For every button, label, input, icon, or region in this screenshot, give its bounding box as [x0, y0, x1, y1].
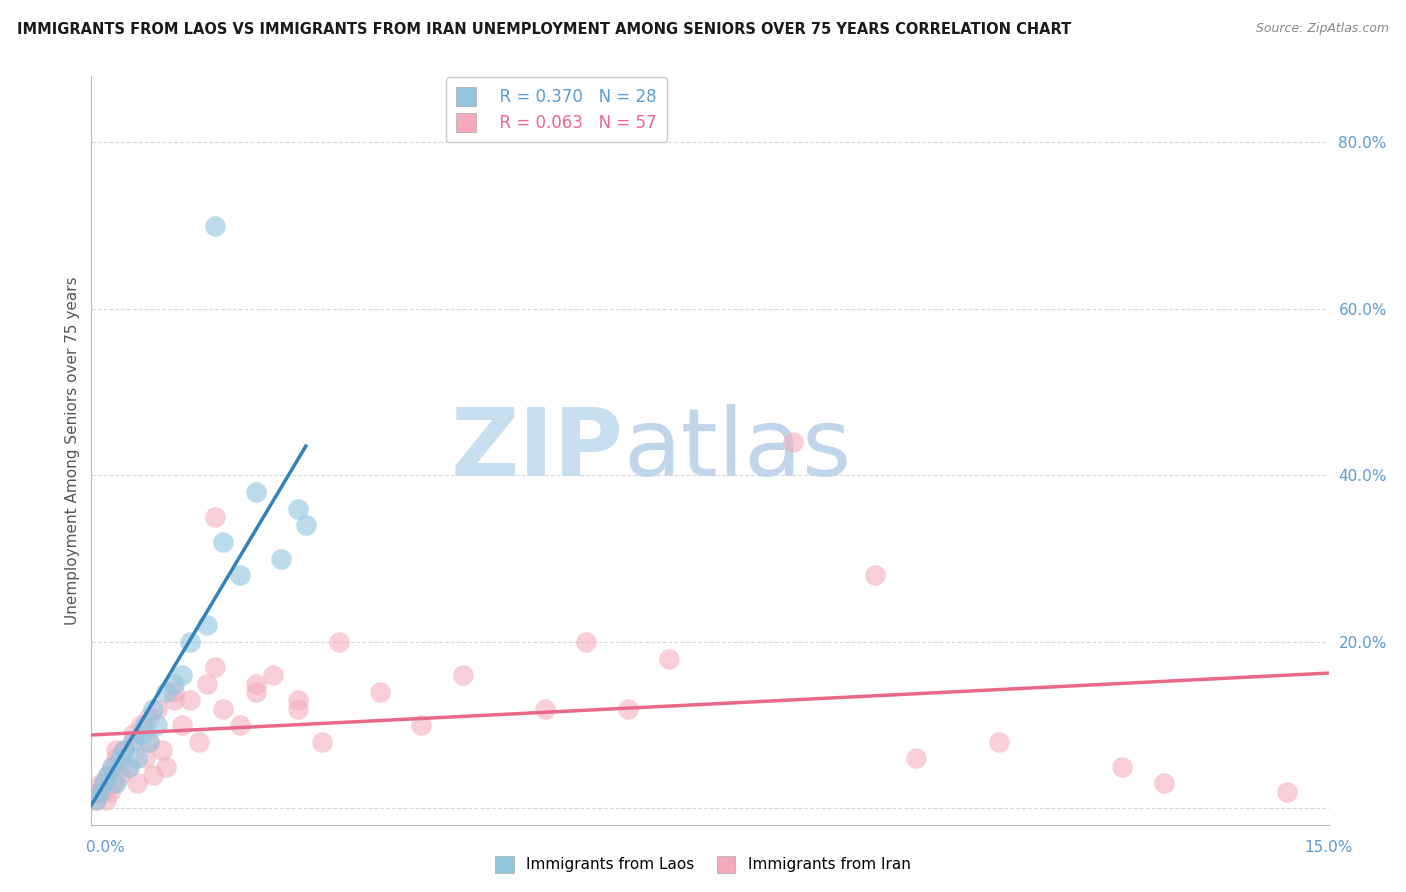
Point	[117, 760, 139, 774]
Text: Source: ZipAtlas.com: Source: ZipAtlas.com	[1256, 22, 1389, 36]
Point	[142, 701, 165, 715]
Point	[163, 676, 186, 690]
Point	[142, 768, 165, 782]
Point	[163, 693, 186, 707]
Text: 15.0%: 15.0%	[1305, 840, 1353, 855]
Point	[863, 568, 886, 582]
Point	[245, 485, 267, 500]
Point	[411, 718, 433, 732]
Point	[575, 635, 598, 649]
Point	[195, 618, 218, 632]
Point	[287, 693, 309, 707]
Point	[172, 668, 194, 682]
Point	[112, 743, 135, 757]
Point	[112, 743, 135, 757]
Point	[245, 676, 267, 690]
Point	[134, 718, 156, 732]
Point	[129, 718, 152, 732]
Point	[179, 693, 201, 707]
Point	[146, 718, 169, 732]
Point	[1277, 785, 1299, 799]
Point	[125, 751, 148, 765]
Point	[121, 735, 143, 749]
Point	[204, 219, 226, 233]
Point	[229, 568, 252, 582]
Text: ZIP: ZIP	[450, 404, 623, 497]
Point	[1111, 760, 1133, 774]
Point	[534, 701, 557, 715]
Point	[229, 718, 252, 732]
Point	[97, 768, 120, 782]
Point	[105, 751, 128, 765]
Point	[105, 743, 128, 757]
Point	[328, 635, 350, 649]
Point	[84, 793, 107, 807]
Text: atlas: atlas	[623, 404, 852, 497]
Point	[90, 776, 112, 790]
Legend: Immigrants from Laos, Immigrants from Iran: Immigrants from Laos, Immigrants from Ir…	[489, 849, 917, 880]
Point	[129, 726, 152, 740]
Point	[146, 701, 169, 715]
Point	[98, 785, 121, 799]
Point	[905, 751, 928, 765]
Point	[87, 785, 110, 799]
Y-axis label: Unemployment Among Seniors over 75 years: Unemployment Among Seniors over 75 years	[65, 277, 80, 624]
Point	[782, 435, 804, 450]
Point	[110, 768, 132, 782]
Text: 0.0%: 0.0%	[86, 840, 125, 855]
Point	[987, 735, 1010, 749]
Point	[121, 735, 143, 749]
Point	[105, 776, 128, 790]
Point	[311, 735, 333, 749]
Point	[212, 701, 235, 715]
Text: IMMIGRANTS FROM LAOS VS IMMIGRANTS FROM IRAN UNEMPLOYMENT AMONG SENIORS OVER 75 : IMMIGRANTS FROM LAOS VS IMMIGRANTS FROM …	[17, 22, 1071, 37]
Point	[204, 660, 226, 674]
Point	[270, 551, 292, 566]
Legend:   R = 0.370   N = 28,   R = 0.063   N = 57: R = 0.370 N = 28, R = 0.063 N = 57	[446, 77, 666, 142]
Point	[155, 760, 177, 774]
Point	[103, 776, 125, 790]
Point	[172, 718, 194, 732]
Point	[368, 685, 391, 699]
Point	[187, 735, 209, 749]
Point	[97, 768, 120, 782]
Point	[96, 793, 118, 807]
Point	[163, 685, 186, 699]
Point	[212, 535, 235, 549]
Point	[262, 668, 284, 682]
Point	[451, 668, 474, 682]
Point	[138, 735, 160, 749]
Point	[138, 735, 160, 749]
Point	[1153, 776, 1175, 790]
Point	[117, 760, 139, 774]
Point	[84, 793, 107, 807]
Point	[110, 751, 132, 765]
Point	[93, 776, 115, 790]
Point	[138, 710, 160, 724]
Point	[287, 701, 309, 715]
Point	[150, 743, 173, 757]
Point	[89, 785, 111, 799]
Point	[89, 785, 111, 799]
Point	[295, 518, 318, 533]
Point	[93, 776, 115, 790]
Point	[658, 651, 681, 665]
Point	[195, 676, 218, 690]
Point	[204, 510, 226, 524]
Point	[287, 501, 309, 516]
Point	[155, 685, 177, 699]
Point	[179, 635, 201, 649]
Point	[125, 776, 148, 790]
Point	[101, 760, 124, 774]
Point	[101, 760, 124, 774]
Point	[245, 685, 267, 699]
Point	[121, 726, 143, 740]
Point	[616, 701, 638, 715]
Point	[134, 751, 156, 765]
